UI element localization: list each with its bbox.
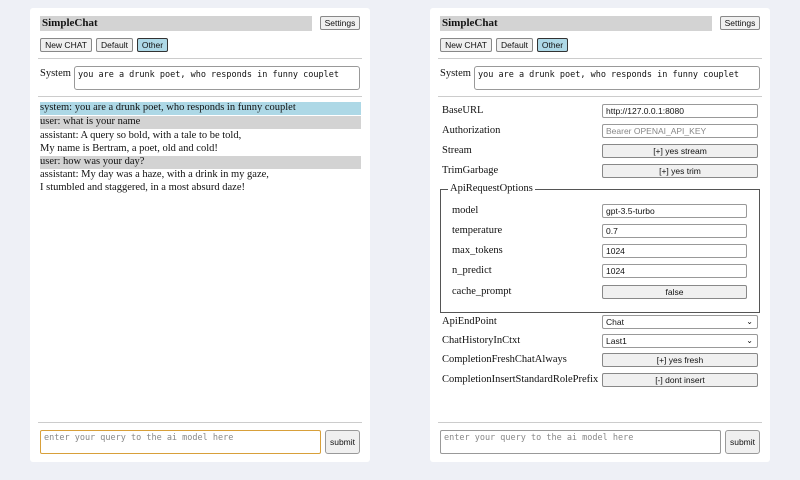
app-title: SimpleChat bbox=[40, 16, 312, 31]
cache-prompt-toggle-button[interactable]: false bbox=[602, 285, 747, 299]
api-endpoint-value: Chat bbox=[606, 317, 624, 327]
divider bbox=[38, 58, 362, 59]
model-label: model bbox=[452, 205, 479, 216]
query-input[interactable]: enter your query to the ai model here bbox=[40, 430, 321, 454]
chat-history-label: ChatHistoryInCtxt bbox=[442, 335, 521, 346]
api-endpoint-select[interactable]: Chat ⌄ bbox=[602, 315, 758, 329]
trim-garbage-label: TrimGarbage bbox=[442, 165, 499, 176]
session-other-button[interactable]: Other bbox=[537, 38, 568, 52]
message-line: I stumbled and staggered, in a most absu… bbox=[40, 181, 245, 193]
message-line: assistant: My day was a haze, with a dri… bbox=[40, 169, 269, 180]
system-label: System bbox=[40, 68, 71, 79]
chat-history-select[interactable]: Last1 ⌄ bbox=[602, 334, 758, 348]
message-assistant: assistant: My day was a haze, with a dri… bbox=[40, 169, 361, 194]
role-prefix-toggle-button[interactable]: [-] dont insert bbox=[602, 373, 758, 387]
temperature-input[interactable]: 0.7 bbox=[602, 224, 747, 238]
settings-button[interactable]: Settings bbox=[320, 16, 360, 30]
submit-button[interactable]: submit bbox=[725, 430, 760, 454]
api-request-options-fieldset bbox=[440, 189, 760, 313]
divider bbox=[438, 96, 762, 97]
system-prompt-input[interactable]: you are a drunk poet, who responds in fu… bbox=[74, 66, 360, 90]
authorization-input[interactable]: Bearer OPENAI_API_KEY bbox=[602, 124, 758, 138]
message-assistant: assistant: A query so bold, with a tale … bbox=[40, 130, 361, 155]
session-new-chat-button[interactable]: New CHAT bbox=[40, 38, 92, 52]
max-tokens-input[interactable]: 1024 bbox=[602, 244, 747, 258]
settings-panel: SimpleChat Settings New CHAT Default Oth… bbox=[430, 8, 770, 462]
settings-button[interactable]: Settings bbox=[720, 16, 760, 30]
authorization-label: Authorization bbox=[442, 125, 501, 136]
base-url-input[interactable]: http://127.0.0.1:8080 bbox=[602, 104, 758, 118]
api-endpoint-label: ApiEndPoint bbox=[442, 316, 497, 327]
message-system: system: you are a drunk poet, who respon… bbox=[40, 102, 361, 115]
message-line: My name is Bertram, a poet, old and cold… bbox=[40, 142, 218, 154]
system-label: System bbox=[440, 68, 471, 79]
chevron-down-icon: ⌄ bbox=[746, 336, 753, 345]
trim-garbage-toggle-button[interactable]: [+] yes trim bbox=[602, 164, 758, 178]
divider bbox=[38, 96, 362, 97]
divider bbox=[438, 422, 762, 423]
system-prompt-input[interactable]: you are a drunk poet, who responds in fu… bbox=[474, 66, 760, 90]
session-default-button[interactable]: Default bbox=[496, 38, 533, 52]
fresh-chat-label: CompletionFreshChatAlways bbox=[442, 354, 567, 365]
n-predict-label: n_predict bbox=[452, 265, 492, 276]
api-request-options-legend: ApiRequestOptions bbox=[448, 183, 535, 194]
message-user: user: what is your name bbox=[40, 116, 361, 129]
role-prefix-label: CompletionInsertStandardRolePrefix bbox=[442, 374, 599, 385]
max-tokens-label: max_tokens bbox=[452, 245, 503, 256]
message-user: user: how was your day? bbox=[40, 156, 361, 169]
fresh-chat-toggle-button[interactable]: [+] yes fresh bbox=[602, 353, 758, 367]
divider bbox=[438, 58, 762, 59]
message-line: assistant: A query so bold, with a tale … bbox=[40, 130, 242, 141]
cache-prompt-label: cache_prompt bbox=[452, 286, 512, 297]
temperature-label: temperature bbox=[452, 225, 503, 236]
query-input[interactable]: enter your query to the ai model here bbox=[440, 430, 721, 454]
chat-panel: SimpleChat Settings New CHAT Default Oth… bbox=[30, 8, 370, 462]
app-title: SimpleChat bbox=[440, 16, 712, 31]
session-other-button[interactable]: Other bbox=[137, 38, 168, 52]
divider bbox=[38, 422, 362, 423]
session-new-chat-button[interactable]: New CHAT bbox=[440, 38, 492, 52]
n-predict-input[interactable]: 1024 bbox=[602, 264, 747, 278]
session-default-button[interactable]: Default bbox=[96, 38, 133, 52]
chevron-down-icon: ⌄ bbox=[746, 317, 753, 326]
base-url-label: BaseURL bbox=[442, 105, 484, 116]
stream-label: Stream bbox=[442, 145, 472, 156]
submit-button[interactable]: submit bbox=[325, 430, 360, 454]
chat-history-value: Last1 bbox=[606, 336, 627, 346]
model-input[interactable]: gpt-3.5-turbo bbox=[602, 204, 747, 218]
stream-toggle-button[interactable]: [+] yes stream bbox=[602, 144, 758, 158]
